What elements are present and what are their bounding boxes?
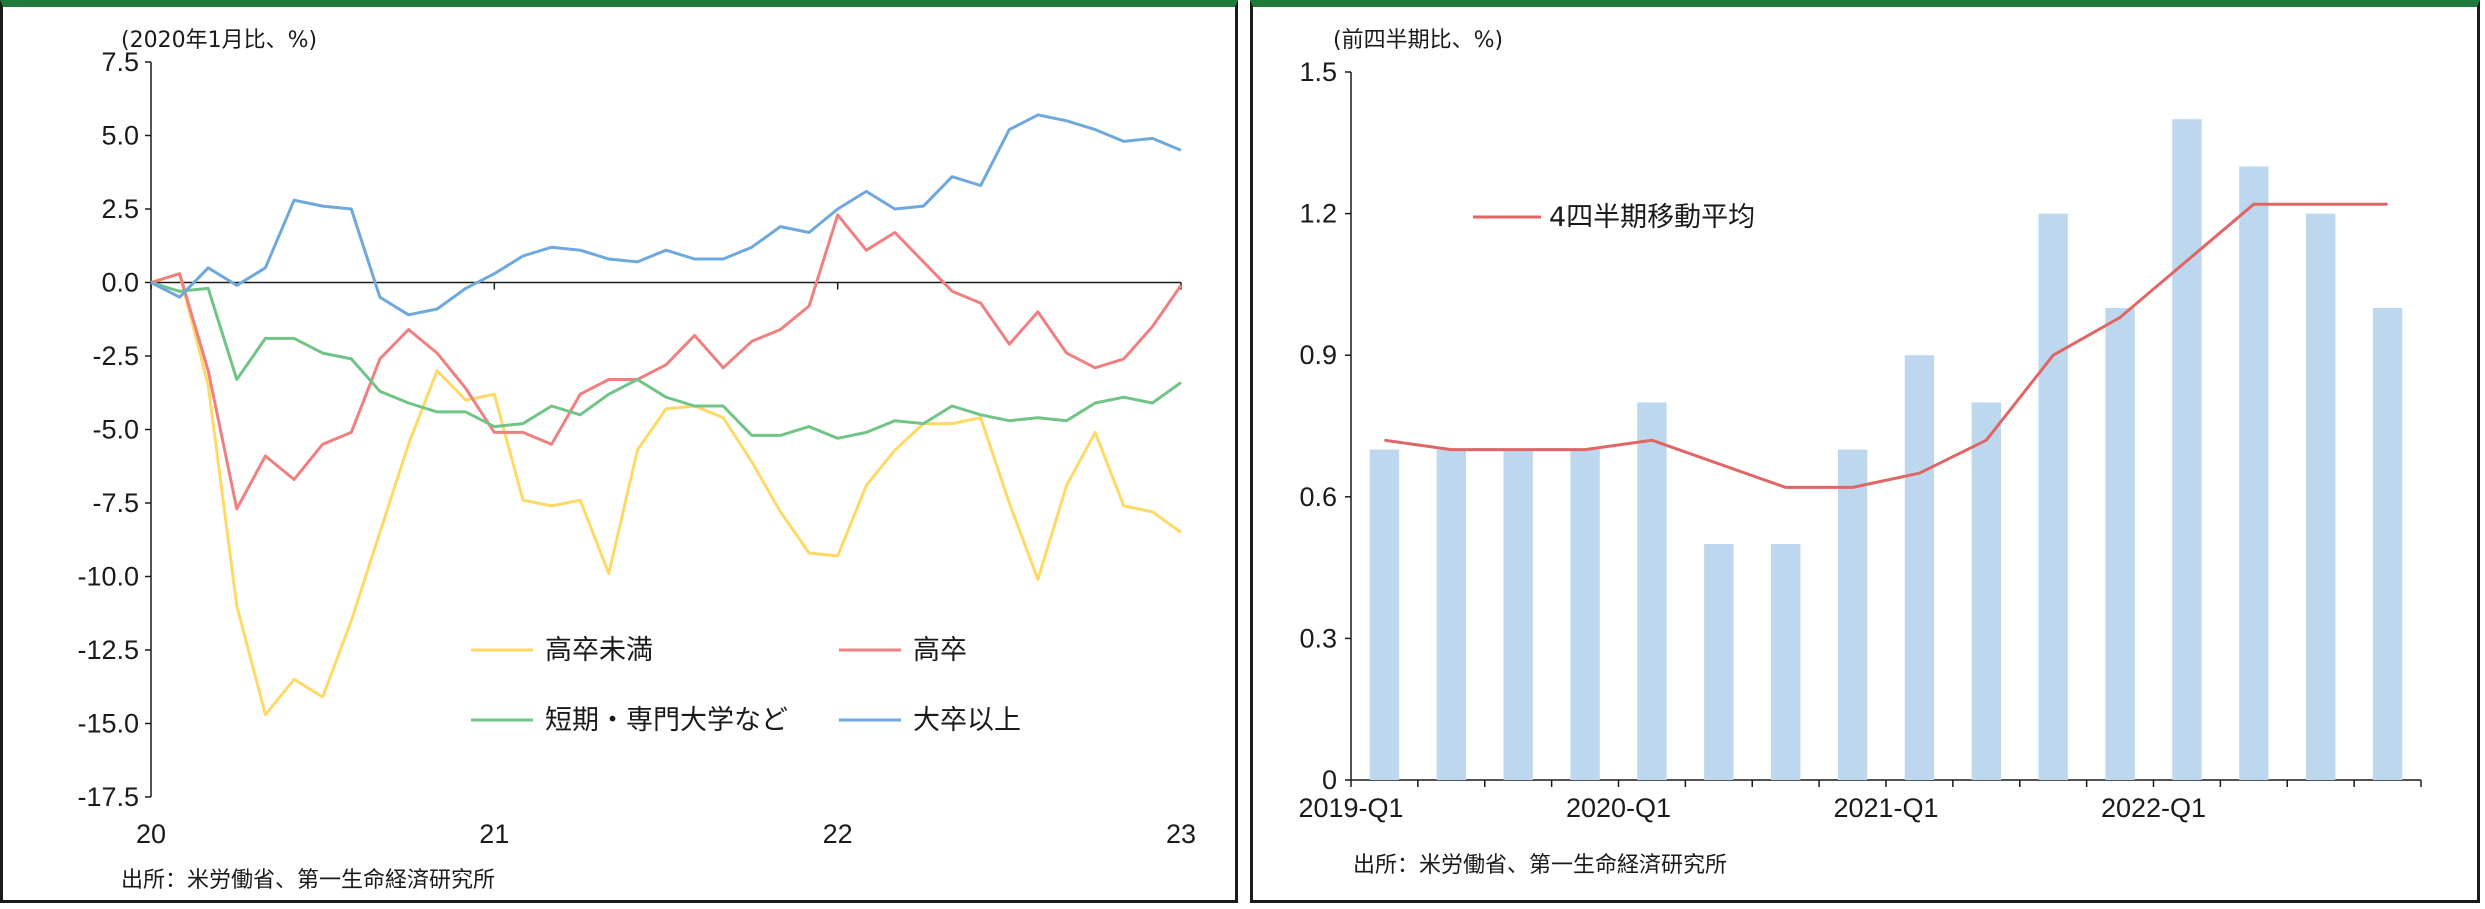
bar <box>2105 308 2135 780</box>
right-y-tick-label: 1.5 <box>1299 57 1337 87</box>
moving-average-line <box>1384 202 2388 489</box>
bar <box>1904 355 1935 780</box>
right-chart-panel: (前四半期比、%) 1.5 1.2 0.9 0.6 0.3 0 2019-Q1 2020-Q1… <box>1250 0 2480 903</box>
left-x-tick-label: 23 <box>1166 819 1196 849</box>
left-y-tick-label: 2.5 <box>101 194 139 224</box>
right-source-note: 出所：米労働省、第一生命経済研究所 <box>1353 853 1727 878</box>
series-line-high-school <box>150 213 1183 511</box>
series-line-bachelors-plus <box>150 113 1182 317</box>
bar <box>2372 308 2403 780</box>
right-y-tick-label: 0.9 <box>1299 340 1337 370</box>
bar <box>1436 449 1467 780</box>
line-chart-education-employment: (2020年1月比、%) 7.5 5.0 2.5 0.0 -2.5 -5.0 -7.5 -10… <box>77 28 1196 893</box>
left-y-tick-label: -15.0 <box>77 709 139 739</box>
left-x-tick-label: 21 <box>479 819 509 849</box>
left-x-tick-label: 22 <box>823 819 853 849</box>
left-y-tick-label: -5.0 <box>92 415 139 445</box>
series-line-associate-degree <box>150 281 1182 440</box>
right-bar-series <box>1369 119 2403 781</box>
left-y-tick-label: -10.0 <box>77 562 139 592</box>
left-y-tick-label: 5.0 <box>101 121 139 151</box>
left-unit-label: (2020年1月比、%) <box>121 28 317 53</box>
left-chart-panel: (2020年1月比、%) 7.5 5.0 2.5 0.0 -2.5 -5.0 -7.5 -10… <box>0 0 1238 903</box>
bar <box>1637 402 1667 780</box>
right-x-tick-label: 2022-Q1 <box>2101 793 2206 823</box>
bar <box>1503 449 1533 780</box>
left-series-group <box>150 113 1183 717</box>
bar <box>2305 213 2336 781</box>
bar <box>1369 449 1400 780</box>
right-unit-label: (前四半期比、%) <box>1333 28 1503 53</box>
left-x-tick-label: 20 <box>136 819 166 849</box>
left-y-tick-label: 7.5 <box>101 47 139 77</box>
left-source-note: 出所：米労働省、第一生命経済研究所 <box>121 868 495 893</box>
bar <box>1704 544 1734 780</box>
legend-label-moving-average: 4四半期移動平均 <box>1549 202 1755 233</box>
left-axes: 7.5 5.0 2.5 0.0 -2.5 -5.0 -7.5 -10.0 -12.5 -15.0 -… <box>77 47 1196 849</box>
left-legend: 高卒未満 高卒 短期・専門大学など 大卒以上 <box>471 635 1021 736</box>
left-y-tick-label: 0.0 <box>101 268 139 298</box>
right-y-tick-label: 0.6 <box>1299 482 1337 512</box>
bar <box>1770 544 1801 780</box>
legend-label-associate-degree: 短期・専門大学など <box>545 705 788 736</box>
left-y-tick-label: -2.5 <box>92 341 139 371</box>
bar <box>1570 449 1600 780</box>
right-y-tick-label: 1.2 <box>1299 199 1337 229</box>
series-line-high-school-dropout <box>150 272 1182 717</box>
right-x-tick-label: 2019-Q1 <box>1298 793 1403 823</box>
left-y-tick-label: -17.5 <box>77 782 139 812</box>
bar <box>1971 402 2002 780</box>
left-y-tick-label: -7.5 <box>92 488 139 518</box>
left-y-tick-label: -12.5 <box>77 635 139 665</box>
right-legend: 4四半期移動平均 <box>1473 202 1755 233</box>
right-y-tick-label: 0.3 <box>1299 623 1337 653</box>
bar <box>2239 166 2269 780</box>
right-y-tick-label: 0 <box>1322 765 1337 795</box>
right-x-tick-label: 2021-Q1 <box>1833 793 1938 823</box>
bar <box>2038 213 2068 781</box>
bar <box>1837 449 1868 780</box>
legend-label-high-school: 高卒 <box>913 635 967 666</box>
legend-label-bachelors-plus: 大卒以上 <box>913 705 1021 736</box>
right-moving-average-series <box>1384 202 2388 489</box>
legend-label-high-school-dropout: 高卒未満 <box>545 635 653 666</box>
right-x-tick-label: 2020-Q1 <box>1566 793 1671 823</box>
bar <box>2172 119 2202 780</box>
